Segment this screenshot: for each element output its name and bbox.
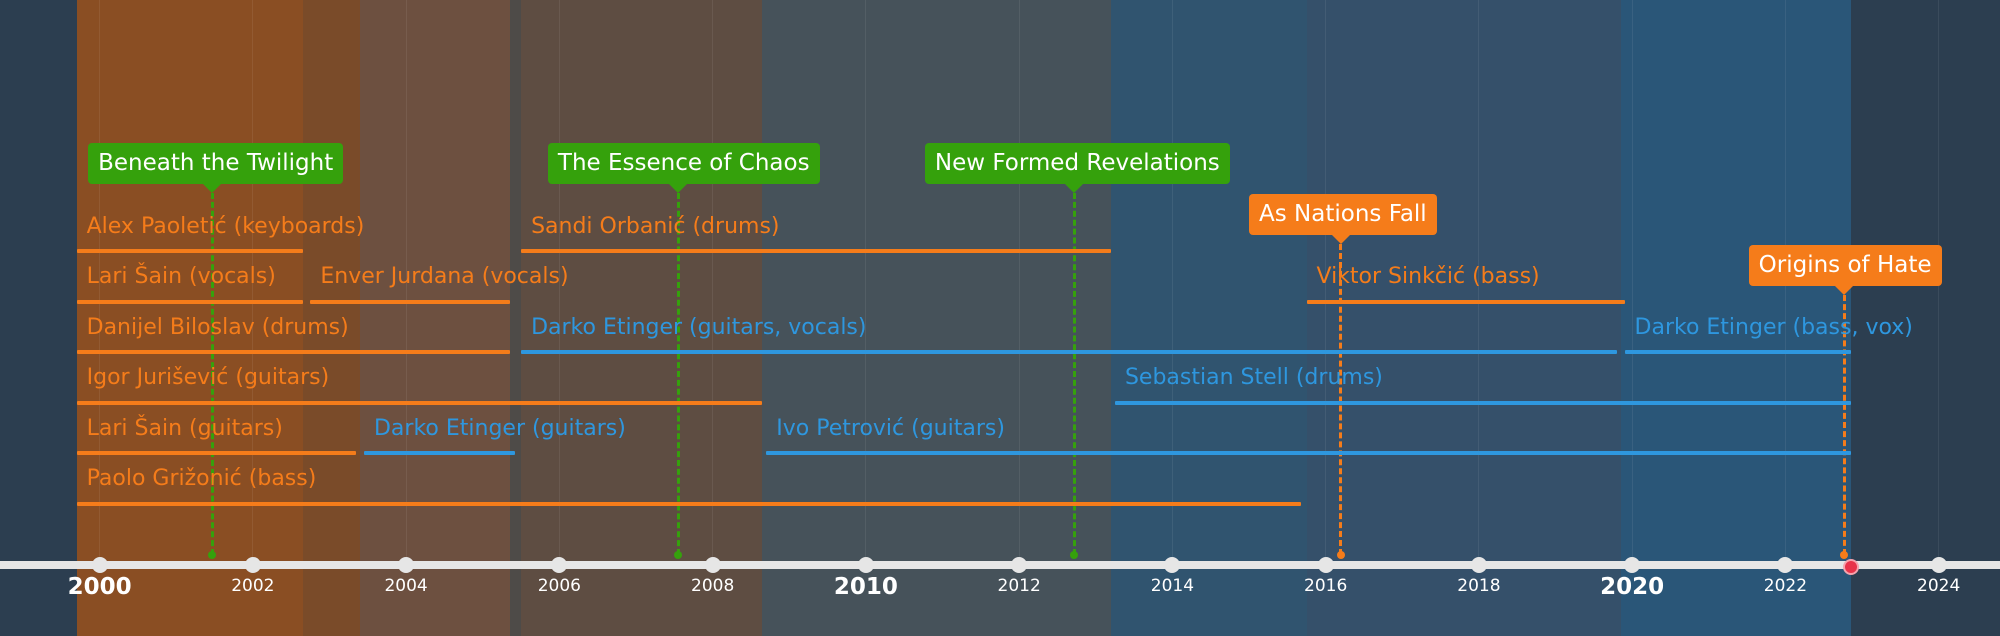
member-label: Sandi Orbanić (drums) xyxy=(531,214,780,239)
tick-label: 2008 xyxy=(691,576,735,596)
member-label: Darko Etinger (bass, vox) xyxy=(1634,315,1913,340)
member-label: Darko Etinger (guitars, vocals) xyxy=(531,315,867,340)
member-label: Ivo Petrović (guitars) xyxy=(776,416,1005,441)
year-gridline xyxy=(1478,0,1480,560)
release-label[interactable]: Beneath the Twilight xyxy=(88,143,344,193)
tick-label: 2016 xyxy=(1304,576,1348,596)
tick-dot xyxy=(704,557,721,573)
release-label[interactable]: New Formed Revelations xyxy=(924,143,1230,193)
member-label: Enver Jurdana (vocals) xyxy=(320,264,569,289)
timeline-axis xyxy=(0,561,2000,569)
lineup-period-band xyxy=(762,0,1112,636)
member-label: Paolo Grižonić (bass) xyxy=(86,466,317,491)
member-tenure-line xyxy=(76,401,763,405)
member-tenure-line xyxy=(363,451,515,455)
lineup-period-band xyxy=(1111,0,1307,636)
member-label: Lari Šain (guitars) xyxy=(86,416,283,441)
member-label: Alex Paoletić (keyboards) xyxy=(86,214,365,239)
member-label: Viktor Sinkčić (bass) xyxy=(1316,264,1540,289)
tick-label: 2014 xyxy=(1150,576,1195,596)
tick-dot xyxy=(1317,557,1334,573)
year-gridline xyxy=(558,0,560,560)
tick-label: 2010 xyxy=(833,574,898,600)
release-date-dot xyxy=(674,551,683,559)
year-gridline xyxy=(865,0,867,560)
member-tenure-line xyxy=(1114,401,1851,405)
lineup-period-band xyxy=(1620,0,1851,636)
release-stem xyxy=(1842,295,1846,555)
tick-dot xyxy=(1470,557,1487,573)
member-label: Lari Šain (vocals) xyxy=(86,264,276,289)
lineup-period-band xyxy=(302,0,361,636)
member-label: Danijel Biloslav (drums) xyxy=(86,315,349,340)
member-tenure-line xyxy=(521,249,1112,253)
lineup-period-band xyxy=(1306,0,1621,636)
member-tenure-line xyxy=(1624,350,1851,354)
release-date-dot xyxy=(1336,551,1345,559)
year-gridline xyxy=(405,0,407,560)
year-gridline xyxy=(1631,0,1633,560)
year-gridline xyxy=(1325,0,1327,560)
year-gridline xyxy=(712,0,714,560)
lineup-period-band xyxy=(360,0,510,636)
release-stem xyxy=(210,193,214,555)
member-tenure-line xyxy=(76,451,357,455)
release-label[interactable]: The Essence of Chaos xyxy=(547,143,820,193)
tick-dot xyxy=(857,557,874,573)
release-label[interactable]: Origins of Hate xyxy=(1748,245,1942,295)
year-gridline xyxy=(1018,0,1020,560)
member-tenure-line xyxy=(1306,300,1625,304)
tick-dot xyxy=(551,557,568,573)
year-gridline xyxy=(99,0,101,560)
tick-label: 2024 xyxy=(1917,576,1961,596)
member-tenure-line xyxy=(310,300,510,304)
release-date-dot xyxy=(1840,551,1849,559)
tick-dot xyxy=(91,557,108,573)
tick-label: 2020 xyxy=(1600,574,1665,600)
lineup-period-band xyxy=(509,0,522,636)
member-tenure-line xyxy=(76,249,303,253)
release-label[interactable]: As Nations Fall xyxy=(1249,194,1437,244)
tick-label: 2000 xyxy=(67,574,132,600)
tick-label: 2012 xyxy=(997,576,1041,596)
tick-dot xyxy=(1624,557,1641,573)
lineup-period-band xyxy=(521,0,763,636)
tick-dot xyxy=(1164,557,1181,573)
tick-dot xyxy=(1777,557,1794,573)
tick-label: 2006 xyxy=(537,576,581,596)
year-gridline xyxy=(1171,0,1173,560)
member-label: Sebastian Stell (drums) xyxy=(1124,365,1383,390)
member-tenure-line xyxy=(521,350,1617,354)
year-gridline xyxy=(252,0,254,560)
release-date-dot xyxy=(208,551,217,559)
release-stem xyxy=(1072,193,1076,555)
release-date-dot xyxy=(1070,551,1079,559)
tick-dot xyxy=(1930,557,1947,573)
member-tenure-line xyxy=(76,502,1302,506)
member-label: Darko Etinger (guitars) xyxy=(373,416,626,441)
member-tenure-line xyxy=(766,451,1851,455)
lineup-period-band xyxy=(76,0,303,636)
member-label: Igor Jurišević (guitars) xyxy=(86,365,330,390)
tick-label: 2022 xyxy=(1763,576,1808,596)
member-tenure-line xyxy=(76,350,510,354)
release-stem xyxy=(676,193,680,555)
tick-dot xyxy=(1011,557,1028,573)
release-stem xyxy=(1339,244,1343,555)
tick-label: 2018 xyxy=(1457,576,1501,596)
tick-dot xyxy=(398,557,415,573)
current-date-marker xyxy=(1842,559,1859,575)
tick-label: 2002 xyxy=(231,576,275,596)
tick-label: 2004 xyxy=(384,576,428,596)
member-tenure-line xyxy=(76,300,303,304)
tick-dot xyxy=(244,557,261,573)
